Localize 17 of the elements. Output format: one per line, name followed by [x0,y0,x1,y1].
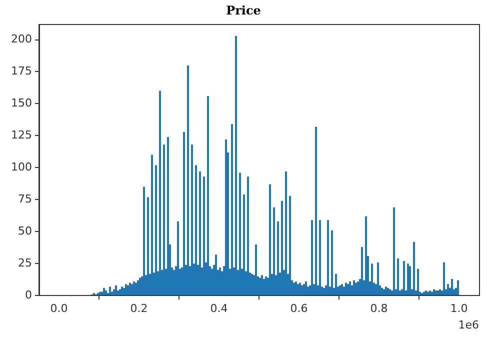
x-axis-title: 1e6 [458,318,479,332]
y-tick-label: 75 [18,192,32,206]
x-tick-label: 0.4 [210,302,228,316]
y-tick-label: 125 [10,128,32,142]
x-tick-label: 1.0 [450,302,468,316]
chart-title: Price [226,3,262,18]
x-tick-label: 0.8 [370,302,388,316]
y-tick-label: 100 [10,160,32,174]
x-tick-label: 0.6 [290,302,308,316]
x-tick-label: 0.2 [130,302,148,316]
y-tick-label: 175 [10,64,32,78]
x-tick-label: 0.0 [50,302,68,316]
y-tick-label: 0 [24,288,32,302]
y-tick-label: 150 [10,96,32,110]
y-tick-label: 25 [18,256,32,270]
y-tick-label: 50 [18,224,32,238]
y-tick-label: 200 [10,32,32,46]
